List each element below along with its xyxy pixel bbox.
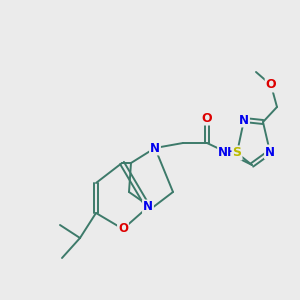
Text: N: N (150, 142, 160, 154)
Text: O: O (118, 223, 128, 236)
Text: O: O (266, 79, 276, 92)
Text: N: N (239, 113, 249, 127)
Text: S: S (232, 146, 242, 160)
Text: O: O (202, 112, 212, 124)
Text: NH: NH (218, 146, 238, 160)
Text: N: N (265, 146, 275, 158)
Text: N: N (143, 200, 153, 214)
